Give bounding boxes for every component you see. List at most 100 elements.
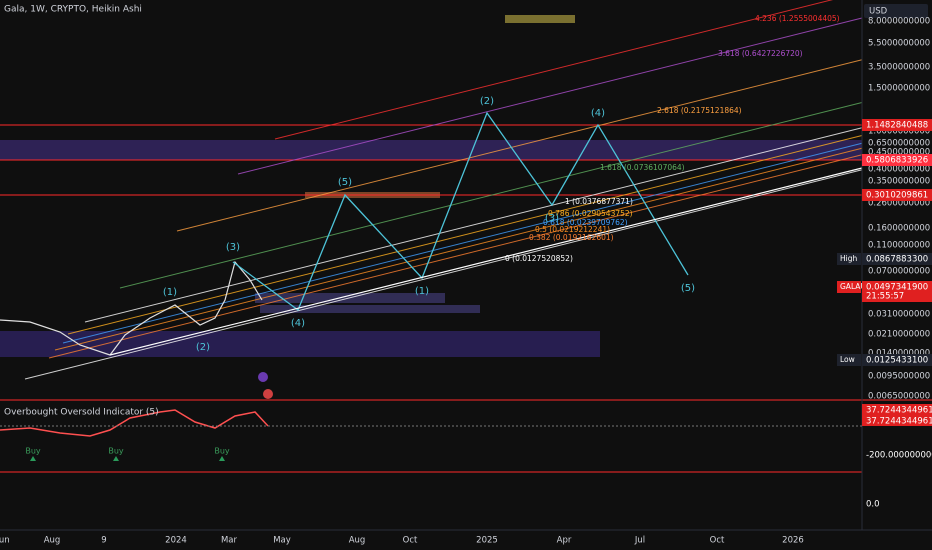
- signal-label: Buy: [108, 447, 124, 456]
- event-icon[interactable]: [263, 389, 273, 399]
- wave-label: (4): [591, 108, 605, 119]
- last-price: 0.0497341900: [866, 283, 928, 293]
- price-tick-label: 3.5000000000: [868, 63, 930, 73]
- wave-label: (3): [545, 213, 559, 224]
- price-tick-label: 0.1100000000: [868, 241, 930, 251]
- last-label: GALAUSD: [840, 282, 877, 291]
- price-tick-label: 0.2600000000: [868, 199, 930, 209]
- currency-button[interactable]: [864, 4, 928, 18]
- indicator-badge: [862, 404, 932, 415]
- time-tick-label: Jul: [634, 536, 645, 546]
- wave-label: (4): [291, 318, 305, 329]
- price-tick-label: 0.1600000000: [868, 224, 930, 234]
- low-label-badge: [837, 354, 861, 366]
- time-tick-label: Apr: [557, 536, 572, 546]
- wave-label: (5): [681, 283, 695, 294]
- high-label-badge: [837, 253, 861, 265]
- last-label-badge: [837, 281, 861, 293]
- high-label: High: [840, 254, 857, 263]
- high-price-badge: [862, 253, 932, 265]
- zone: [0, 331, 600, 357]
- fib-label: 1 (0.0376877371): [565, 197, 633, 206]
- fib-label: 0 (0.0127520852): [505, 254, 573, 263]
- currency: USD: [869, 7, 888, 17]
- signal-arrow: [219, 456, 225, 461]
- time-tick-label: 2024: [165, 536, 187, 546]
- fib-label: 2.618 (0.2175121864): [657, 106, 742, 115]
- low-label: Low: [840, 355, 855, 364]
- price-tick-label: 0.0310000000: [868, 310, 930, 320]
- zone: [260, 305, 480, 313]
- price-tick-label: 0.4500000000: [868, 148, 930, 158]
- level-badge: [862, 154, 932, 166]
- countdown: 21:55:57: [866, 292, 904, 302]
- fib-label: 0.382 (0.0192162601): [529, 233, 614, 242]
- wave-label: (5): [338, 177, 352, 188]
- level-label: 0.3010209861: [866, 191, 928, 201]
- level-label: 1.1482840488: [866, 121, 928, 131]
- fib-label: 1.618 (0.0736107064): [600, 163, 685, 172]
- time-tick-label: Jun: [0, 536, 10, 546]
- price-tick-label: 0.6500000000: [868, 139, 930, 149]
- last-price-badge: [862, 281, 932, 293]
- time-tick-label: Oct: [710, 536, 725, 546]
- indicator-name: Overbought Oversold Indicator (5): [4, 408, 159, 418]
- chart-title: Gala, 1W, CRYPTO, Heikin Ashi: [4, 5, 142, 15]
- price-tick-label: 0.0065000000: [868, 392, 930, 402]
- time-tick-label: Aug: [44, 536, 61, 546]
- time-tick-label: 2026: [782, 536, 804, 546]
- indicator-tick-label: -200.0000000000: [866, 451, 932, 461]
- fib-line: [274, 0, 834, 140]
- time-tick-label: 2025: [476, 536, 498, 546]
- time-tick-label: Aug: [349, 536, 366, 546]
- price-tick-label: 0.0210000000: [868, 330, 930, 340]
- price-tick-label: 0.3500000000: [868, 177, 930, 187]
- wave-label: (1): [415, 286, 429, 297]
- time-tick-label: May: [273, 536, 291, 546]
- fib-label: 4.236 (1.2555004405): [755, 14, 840, 23]
- time-tick-label: Oct: [403, 536, 418, 546]
- level-badge: [862, 119, 932, 131]
- price-tick-label: 0.0700000000: [868, 267, 930, 277]
- fib-label: 3.618 (0.6427226720): [718, 49, 803, 58]
- low-price-badge: [862, 354, 932, 366]
- indicator-tick-label: 37.7244344961: [866, 417, 932, 427]
- signal-label: Buy: [214, 447, 230, 456]
- wave-label: (3): [226, 242, 240, 253]
- indicator-badge: [862, 415, 932, 426]
- price-line: [0, 260, 263, 356]
- wave-label: (2): [480, 96, 494, 107]
- countdown-badge: [862, 291, 932, 302]
- price-tick-label: 0.4000000000: [868, 165, 930, 175]
- indicator-tick-label: 37.7244344961: [866, 406, 932, 416]
- fib-line: [62, 142, 863, 344]
- indicator-tick-label: 0.0: [866, 500, 880, 510]
- wave-label: (2): [196, 342, 210, 353]
- low-price: 0.0125433100: [866, 356, 928, 366]
- fib-line: [84, 127, 863, 323]
- wave-path: [232, 111, 689, 312]
- price-tick-label: 1.5000000000: [868, 84, 930, 94]
- signal-arrow: [30, 456, 36, 461]
- signal-arrow: [113, 456, 119, 461]
- time-tick-label: Mar: [221, 536, 238, 546]
- fib-line: [237, 17, 863, 175]
- fib-line: [176, 59, 863, 232]
- signal-label: Buy: [25, 447, 41, 456]
- trend-line: [109, 167, 863, 356]
- fib-label: 0.618 (0.0239709762): [543, 218, 628, 227]
- zone: [0, 140, 862, 160]
- price-tick-label: 0.0140000000: [868, 349, 930, 359]
- wave-label: (1): [163, 287, 177, 298]
- fib-line: [24, 169, 863, 380]
- event-icon[interactable]: [258, 372, 268, 382]
- price-tick-label: 0.0095000000: [868, 372, 930, 382]
- fib-line: [67, 135, 863, 335]
- fib-label: 0.786 (0.0290543752): [548, 209, 633, 218]
- fib-line: [119, 102, 863, 289]
- price-tick-label: 5.5000000000: [868, 39, 930, 49]
- level-badge: [862, 189, 932, 201]
- zone: [505, 15, 575, 23]
